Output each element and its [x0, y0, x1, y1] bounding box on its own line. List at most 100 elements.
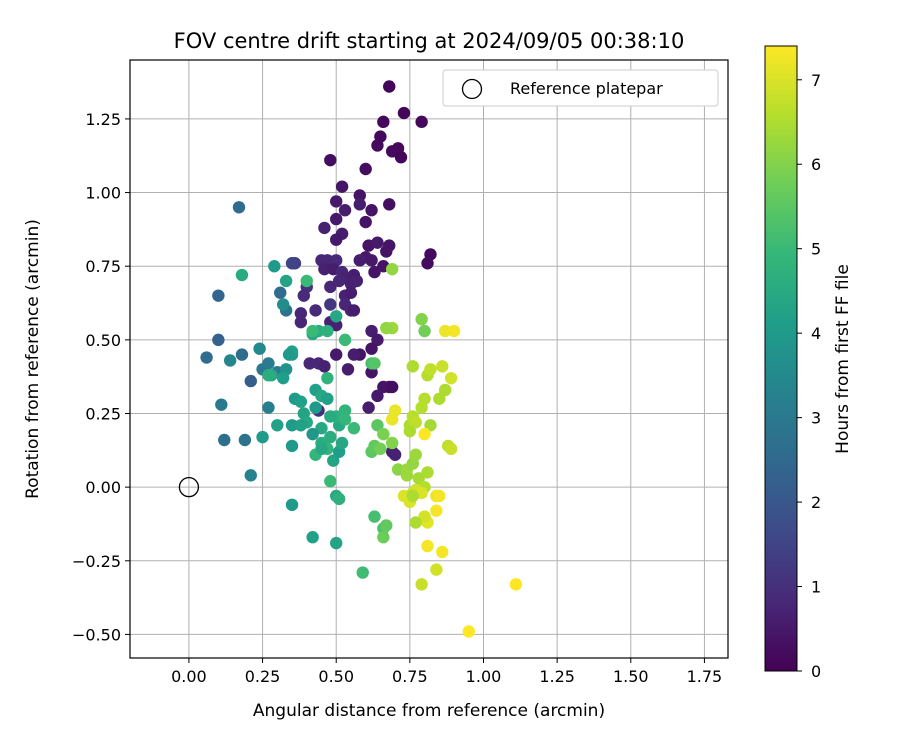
- data-point: [397, 106, 411, 120]
- data-point: [385, 436, 399, 450]
- colorbar-label: Hours from first FF file: [833, 264, 853, 454]
- x-tick-label: 1.25: [539, 667, 575, 686]
- data-point: [279, 274, 293, 288]
- data-point: [439, 324, 452, 338]
- data-point: [330, 536, 343, 550]
- data-point: [444, 442, 458, 456]
- data-point: [271, 419, 284, 432]
- colorbar-tick-label: 7: [811, 71, 821, 90]
- data-point: [268, 260, 281, 273]
- data-point: [447, 324, 461, 338]
- data-point: [444, 371, 458, 385]
- data-point: [324, 298, 337, 311]
- data-point: [309, 304, 322, 317]
- plot-frame: [129, 59, 729, 659]
- data-point: [338, 404, 352, 417]
- data-point: [409, 516, 422, 529]
- data-point: [321, 324, 334, 338]
- data-point: [294, 395, 308, 408]
- data-point: [212, 289, 225, 302]
- data-point: [306, 324, 319, 338]
- legend-box: [442, 69, 719, 107]
- data-point: [377, 115, 390, 129]
- x-tick-label: 0.25: [245, 667, 281, 686]
- x-tick-label: 0.00: [171, 667, 207, 686]
- data-point: [385, 445, 399, 458]
- data-point: [383, 80, 396, 93]
- data-point: [433, 392, 446, 405]
- data-point: [394, 151, 408, 164]
- data-point: [436, 360, 449, 373]
- data-point: [294, 307, 308, 320]
- x-tick-label: 0.50: [318, 667, 354, 686]
- y-tick-label: 0.50: [85, 331, 121, 350]
- data-point: [244, 374, 257, 388]
- data-point: [385, 413, 399, 426]
- data-point: [297, 289, 311, 302]
- data-point: [430, 563, 443, 576]
- data-point: [409, 416, 422, 429]
- data-point: [412, 472, 425, 485]
- data-point: [309, 401, 322, 414]
- data-point: [285, 439, 299, 453]
- data-point: [368, 357, 381, 370]
- data-point: [436, 545, 449, 559]
- data-point: [365, 204, 378, 217]
- data-point: [330, 233, 343, 246]
- data-point: [321, 392, 334, 405]
- data-point: [200, 351, 213, 364]
- data-point: [335, 436, 349, 450]
- x-tick-label: 1.75: [687, 667, 723, 686]
- legend: Reference platepar: [442, 69, 719, 107]
- legend-marker-reference: [461, 78, 483, 100]
- data-point: [380, 519, 393, 532]
- y-tick-label: 0.25: [85, 404, 121, 423]
- data-point: [315, 422, 328, 435]
- data-point: [418, 510, 431, 523]
- data-point: [215, 398, 228, 411]
- x-tick-label: 1.00: [466, 667, 502, 686]
- data-point: [462, 625, 475, 638]
- colorbar-tick-label: 0: [811, 662, 821, 681]
- data-point: [276, 371, 290, 385]
- data-point: [306, 427, 319, 441]
- data-point: [365, 254, 378, 267]
- data-point: [377, 531, 390, 544]
- data-point: [365, 342, 378, 355]
- colorbar-ticks: 0 1 2 3 4 5 6 7: [797, 71, 821, 681]
- data-point: [318, 221, 331, 235]
- data-point: [235, 348, 249, 361]
- data-point: [321, 371, 334, 385]
- data-point: [359, 162, 372, 176]
- colorbar-tick-label: 1: [811, 578, 821, 597]
- data-point: [285, 419, 299, 432]
- data-point: [374, 442, 387, 456]
- data-point: [430, 504, 443, 517]
- data-point: [371, 333, 384, 347]
- data-point: [300, 274, 313, 288]
- data-point: [306, 531, 319, 544]
- data-point: [353, 198, 366, 211]
- data-point: [276, 298, 290, 311]
- data-point: [212, 333, 225, 347]
- data-point: [415, 578, 428, 591]
- data-point: [294, 315, 308, 329]
- data-point: [350, 274, 364, 288]
- data-point: [303, 357, 316, 370]
- y-tick-label: 1.25: [85, 110, 121, 129]
- data-point: [332, 274, 346, 288]
- data-point: [324, 153, 337, 167]
- y-axis-ticks: −0.50 −0.25 0.00 0.25 0.50 0.75 1.00 1.25: [72, 110, 130, 644]
- data-point: [274, 286, 287, 299]
- data-point: [285, 257, 299, 270]
- data-point: [400, 469, 414, 482]
- data-point: [238, 433, 252, 447]
- data-point: [330, 318, 343, 332]
- colorbar-tick-label: 5: [811, 240, 821, 259]
- data-point: [424, 363, 437, 376]
- data-point: [377, 427, 390, 441]
- data-point: [315, 442, 328, 456]
- x-tick-label: 1.50: [613, 667, 649, 686]
- colorbar-tick-label: 6: [811, 155, 821, 174]
